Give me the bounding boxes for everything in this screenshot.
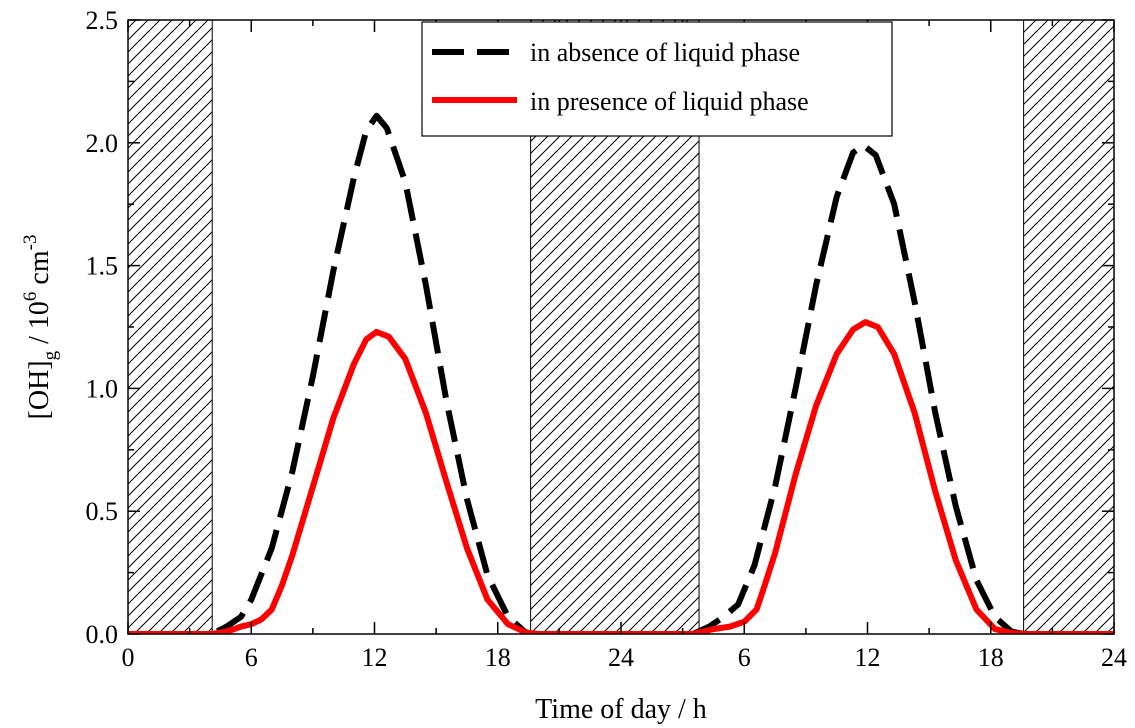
series-line-0: [128, 112, 1114, 634]
x-axis-label: Time of day / h: [535, 694, 707, 725]
legend-label-absence: in absence of liquid phase: [530, 38, 800, 67]
x-tick-label-6: 12: [855, 643, 881, 672]
x-tick-label-7: 18: [978, 643, 1004, 672]
y-axis-title: [OH]g / 106 cm-3: [20, 235, 61, 420]
legend-label-presence: in presence of liquid phase: [530, 87, 809, 116]
y-label-superscript: 6: [20, 292, 41, 302]
y-tick-label-0: 0.0: [86, 620, 119, 649]
y-tick-label-1: 0.5: [86, 497, 119, 526]
x-tick-label-4: 24: [608, 643, 634, 672]
y-tick-label-4: 2.0: [86, 129, 119, 158]
x-axis-title: Time of day / h: [535, 694, 707, 725]
x-tick-label-8: 24: [1101, 643, 1127, 672]
x-tick-label-2: 12: [362, 643, 388, 672]
y-axis-label: [OH]g / 106 cm-3: [20, 235, 61, 420]
y-label-prefix: [OH]: [24, 360, 55, 419]
x-tick-label-3: 18: [485, 643, 511, 672]
night-period-0: [127, 19, 213, 635]
x-tick-label-5: 6: [738, 643, 751, 672]
legend-box: [421, 21, 893, 137]
y-tick-label-3: 1.5: [86, 252, 119, 281]
y-tick-label-5: 2.5: [86, 6, 119, 35]
tick-layer: 0 6 12 18 24 6 12 18 24 0.0 0.5 1.0 1.5 2.0 2.5: [86, 6, 1128, 672]
series-line-1: [128, 319, 1114, 634]
y-label-unit: cm: [24, 250, 55, 291]
series-layer: [128, 112, 1114, 634]
y-label-subscript: g: [40, 350, 61, 360]
night-period-2: [1023, 19, 1115, 635]
y-tick-label-2: 1.0: [86, 374, 119, 403]
y-label-mid: / 10: [24, 301, 55, 351]
legend: in absence of liquid phase in presence o…: [421, 21, 893, 137]
x-tick-label-1: 6: [245, 643, 258, 672]
y-label-unit-superscript: -3: [20, 235, 41, 251]
x-tick-label-0: 0: [122, 643, 135, 672]
